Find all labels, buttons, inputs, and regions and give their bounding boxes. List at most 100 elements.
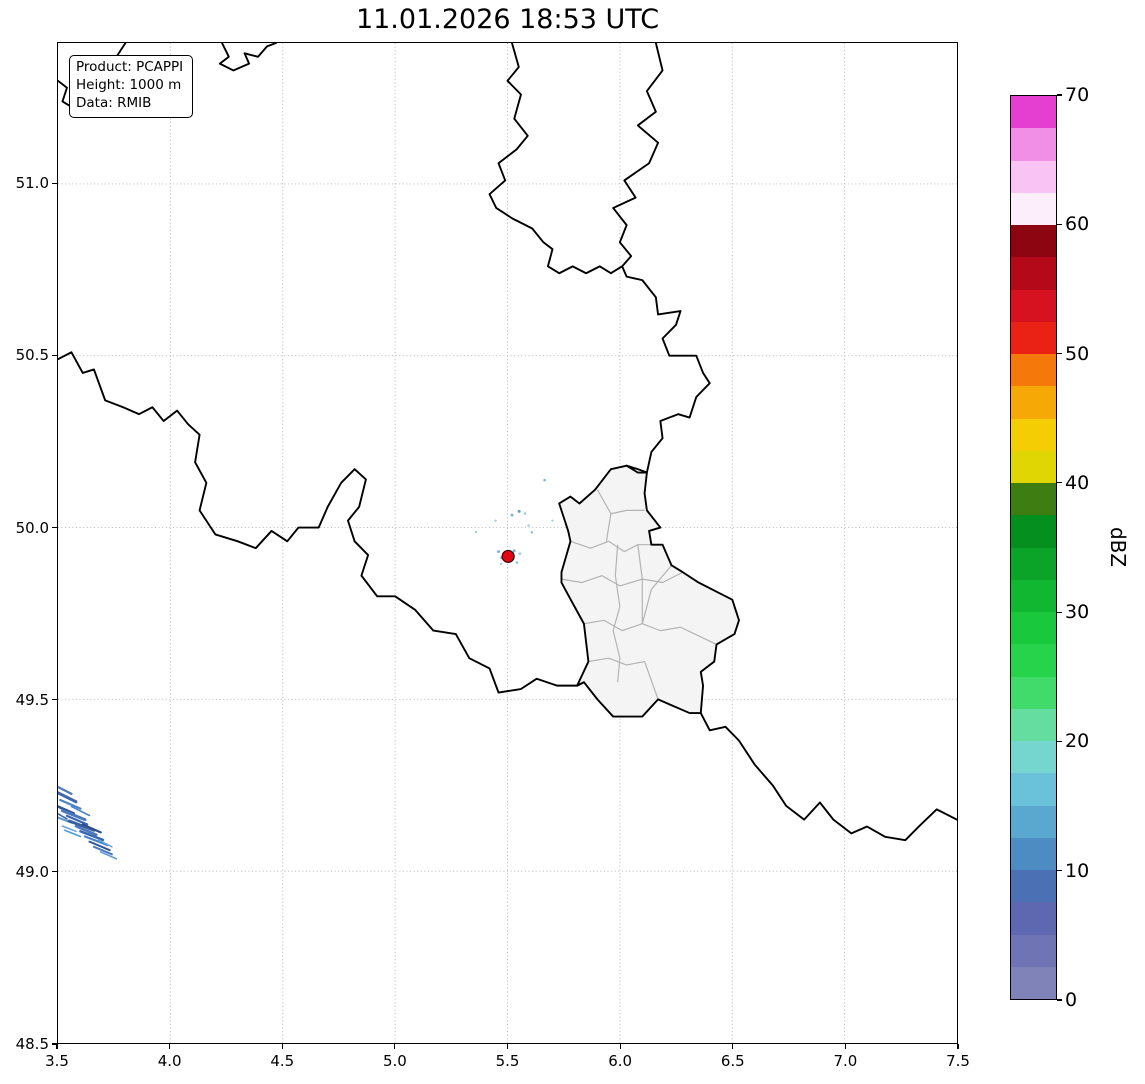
x-tick-mark — [56, 1044, 58, 1049]
radar-echo-speck — [517, 509, 521, 513]
product-info-box: Product: PCAPPI Height: 1000 m Data: RMI… — [69, 55, 194, 118]
radar-echo — [63, 829, 82, 838]
colorbar-tick-label: 60 — [1065, 213, 1090, 236]
colorbar-tick-mark — [1057, 94, 1062, 96]
y-tick-label: 51.0 — [15, 174, 49, 193]
x-tick-label: 6.5 — [720, 1052, 745, 1070]
colorbar-tick-label: 30 — [1065, 601, 1090, 624]
y-tick-label: 50.5 — [15, 346, 49, 365]
colorbar-tick-label: 0 — [1065, 989, 1078, 1011]
y-tick-label: 49.5 — [15, 690, 49, 709]
radar-echo-speck — [494, 519, 497, 522]
y-tick-mark — [52, 526, 57, 529]
x-tick-label: 5.0 — [382, 1052, 407, 1070]
radar-echo-speck — [500, 562, 503, 566]
colorbar — [1010, 95, 1057, 1000]
country-border — [612, 43, 664, 268]
y-tick-mark — [52, 182, 57, 184]
x-tick-label: 4.5 — [270, 1052, 295, 1070]
radar-echo — [81, 823, 102, 834]
colorbar-tick-mark — [1057, 611, 1062, 613]
x-tick-label: 5.5 — [495, 1052, 520, 1070]
y-tick-label: 48.5 — [15, 1035, 49, 1053]
colorbar-tick-label: 70 — [1065, 84, 1090, 106]
colorbar-tick-label: 20 — [1065, 730, 1090, 753]
colorbar-band — [1011, 676, 1056, 709]
colorbar-unit-label: dBZ — [1106, 526, 1130, 568]
colorbar-band — [1011, 192, 1056, 225]
x-tick-mark — [619, 1044, 621, 1049]
y-tick-mark — [52, 1043, 57, 1045]
radar-echo-speck — [518, 552, 522, 556]
radar-echo — [58, 791, 78, 804]
colorbar-tick-mark — [1057, 999, 1062, 1001]
radar-site-marker — [501, 549, 515, 563]
radar-echo — [60, 809, 87, 822]
radar-echo-speck — [474, 530, 478, 534]
colorbar-band — [1011, 579, 1056, 612]
colorbar-tick-label: 10 — [1065, 859, 1090, 882]
radar-echo — [79, 830, 105, 842]
colorbar-band — [1011, 966, 1056, 999]
canton-border — [561, 571, 684, 587]
colorbar-tick-mark — [1057, 740, 1062, 743]
colorbar-band — [1011, 837, 1056, 870]
radar-echo-speck — [551, 519, 554, 522]
canton-border — [596, 489, 645, 515]
radar-echo-speck — [510, 513, 514, 517]
radar-echo — [61, 825, 77, 833]
country-border — [488, 43, 624, 275]
x-tick-label: 4.0 — [157, 1052, 182, 1070]
colorbar-tick-label: 50 — [1065, 342, 1090, 365]
radar-echo — [65, 814, 89, 826]
x-tick-mark — [281, 1044, 283, 1049]
map-svg — [58, 43, 957, 1043]
x-tick-label: 7.0 — [833, 1052, 858, 1070]
colorbar-tick-mark — [1057, 223, 1062, 225]
colorbar-band — [1011, 321, 1056, 354]
colorbar-band — [1011, 225, 1056, 258]
x-tick-mark — [169, 1044, 171, 1049]
colorbar-tick-mark — [1057, 482, 1062, 484]
x-tick-label: 3.5 — [45, 1052, 69, 1070]
x-tick-mark — [844, 1044, 846, 1049]
canton-border — [612, 544, 621, 683]
country-border — [621, 265, 711, 474]
y-tick-label: 50.0 — [15, 518, 49, 537]
country-border — [58, 351, 585, 694]
colorbar-band — [1011, 547, 1056, 580]
country-border — [218, 43, 277, 72]
colorbar-band — [1011, 96, 1056, 129]
map-plot-area: Product: PCAPPI Height: 1000 m Data: RMI… — [57, 42, 958, 1044]
radar-echo — [58, 785, 73, 795]
canton-border — [570, 540, 652, 553]
colorbar-band — [1011, 805, 1056, 838]
radar-echo — [70, 805, 91, 817]
radar-echo-speck — [515, 561, 519, 564]
info-line-height: Height: 1000 m — [76, 76, 182, 93]
colorbar-band — [1011, 386, 1056, 419]
x-tick-label: 7.5 — [946, 1052, 970, 1070]
colorbar-band — [1011, 257, 1056, 290]
colorbar-band — [1011, 870, 1056, 903]
luxembourg-region — [559, 465, 739, 717]
colorbar-band — [1011, 418, 1056, 451]
colorbar-tick-mark — [1057, 352, 1062, 355]
colorbar-band — [1011, 612, 1056, 645]
radar-echo — [83, 835, 109, 847]
colorbar-band — [1011, 708, 1056, 741]
canton-border — [588, 657, 659, 700]
canton-border — [637, 544, 643, 624]
colorbar-band — [1011, 741, 1056, 774]
y-tick-label: 49.0 — [15, 862, 49, 881]
info-line-product: Product: PCAPPI — [76, 59, 184, 75]
radar-echo — [99, 851, 118, 860]
canton-border — [641, 564, 672, 624]
colorbar-band — [1011, 450, 1056, 483]
info-line-data: Data: RMIB — [76, 94, 152, 111]
x-tick-mark — [394, 1044, 396, 1049]
colorbar-band — [1011, 515, 1056, 548]
radar-echo-speck — [543, 478, 546, 482]
colorbar-band — [1011, 354, 1056, 387]
radar-echo — [58, 805, 76, 815]
